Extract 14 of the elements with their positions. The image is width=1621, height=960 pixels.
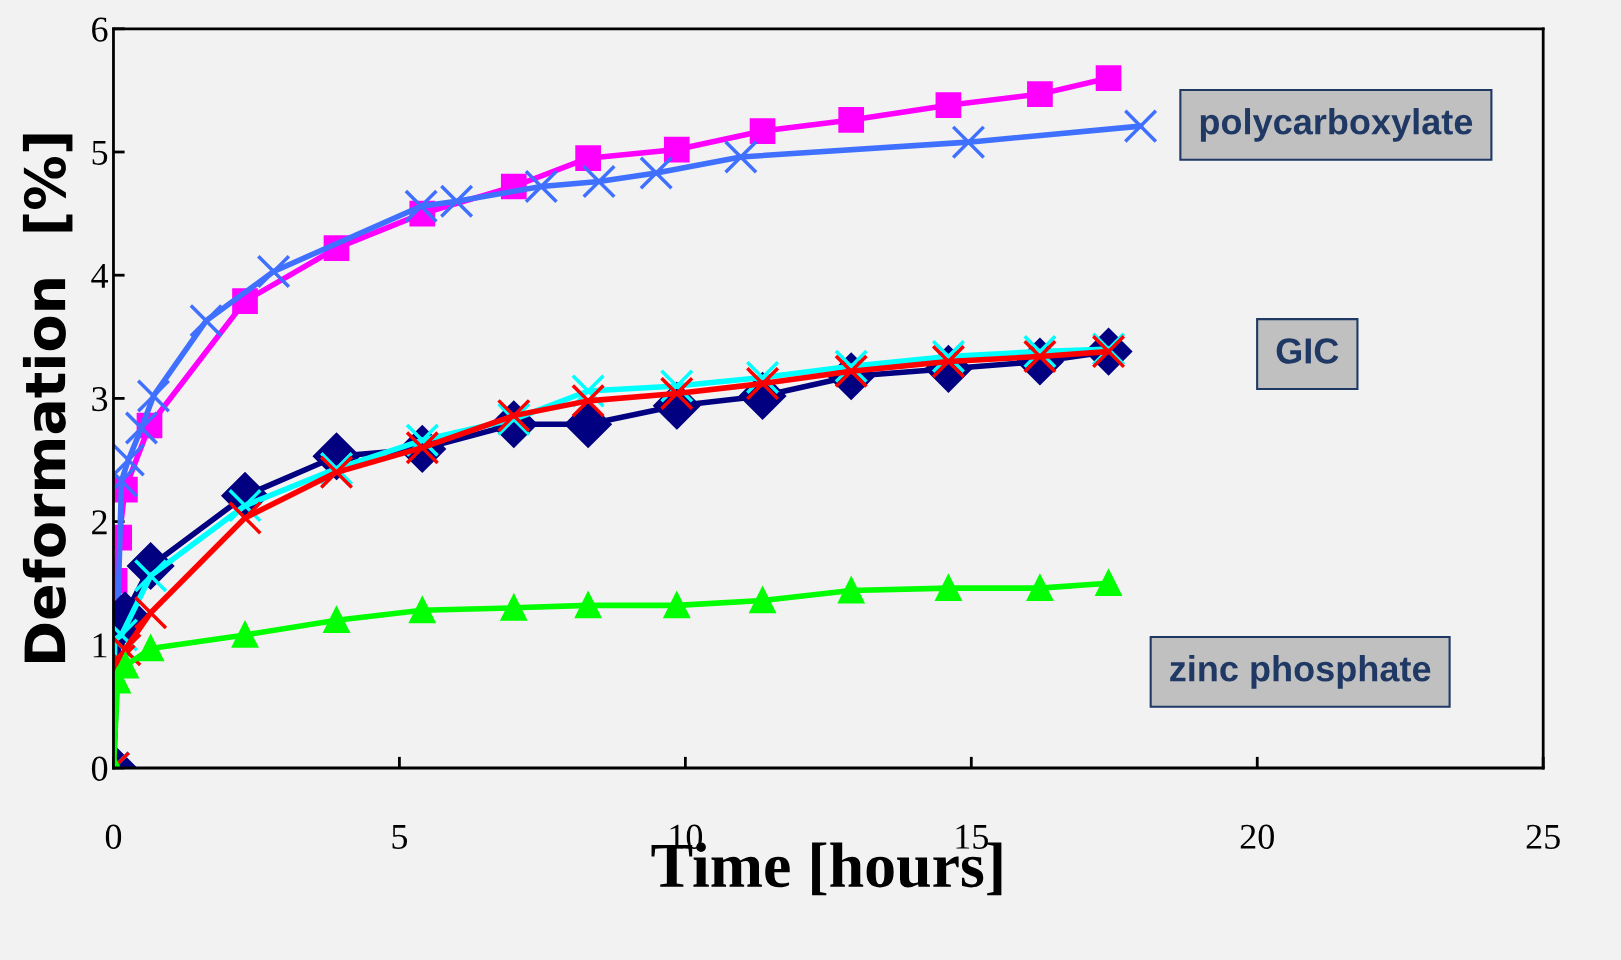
y-tick-label: 1: [93, 633, 107, 658]
y-tick-label: 4: [91, 263, 109, 288]
y-tick-label: 2: [92, 510, 107, 535]
x-tick-label: 20: [1240, 824, 1274, 849]
y-tick-label: 5: [92, 140, 108, 165]
annotation: GIC: [1276, 338, 1339, 364]
y-tick-label: 3: [92, 387, 108, 412]
x-tick-label: 5: [392, 824, 408, 849]
y-tick-label: 0: [91, 756, 108, 781]
annotation: zinc phosphate: [1170, 655, 1431, 689]
y-axis-title: Deformation [%]: [22, 134, 73, 662]
annotation: polycarboxylate: [1200, 108, 1473, 142]
y-tick-label: 6: [92, 17, 108, 42]
x-tick-label: 25: [1526, 824, 1560, 849]
